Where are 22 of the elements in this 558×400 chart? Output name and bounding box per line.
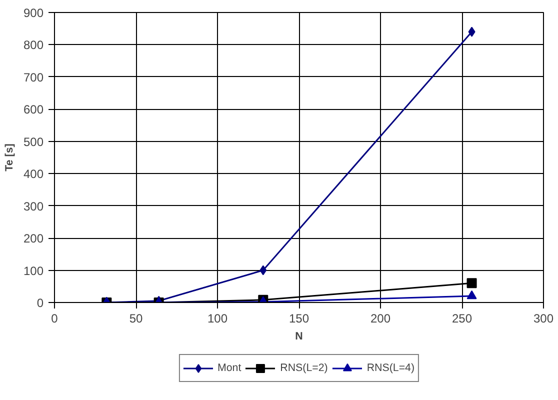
y-tick-label: 0 bbox=[36, 296, 44, 310]
y-tick-label: 800 bbox=[23, 38, 44, 52]
legend-label: RNS(L=4) bbox=[366, 362, 415, 374]
y-tick-label: 600 bbox=[23, 102, 44, 117]
x-tick-label: 50 bbox=[129, 312, 143, 326]
legend-label: Mont bbox=[217, 362, 242, 374]
y-axis-title: Te [s] bbox=[3, 144, 16, 172]
y-tick-label: 500 bbox=[23, 134, 44, 149]
x-tick-label: 150 bbox=[288, 312, 310, 326]
y-tick-label: 700 bbox=[23, 70, 44, 84]
y-tick-label: 300 bbox=[23, 199, 44, 214]
y-tick-label: 200 bbox=[23, 232, 44, 246]
x-tick-label: 0 bbox=[51, 312, 58, 326]
x-tick-label: 300 bbox=[533, 312, 554, 326]
x-axis-title: N bbox=[295, 330, 303, 342]
y-tick-label: 400 bbox=[23, 167, 44, 182]
x-tick-label: 200 bbox=[370, 312, 391, 326]
x-tick-label: 250 bbox=[452, 312, 472, 326]
legend-label: RNS(L=2) bbox=[280, 362, 328, 374]
x-tick-label: 100 bbox=[207, 312, 228, 326]
y-tick-label: 900 bbox=[23, 6, 44, 20]
y-tick-label: 100 bbox=[23, 264, 44, 278]
